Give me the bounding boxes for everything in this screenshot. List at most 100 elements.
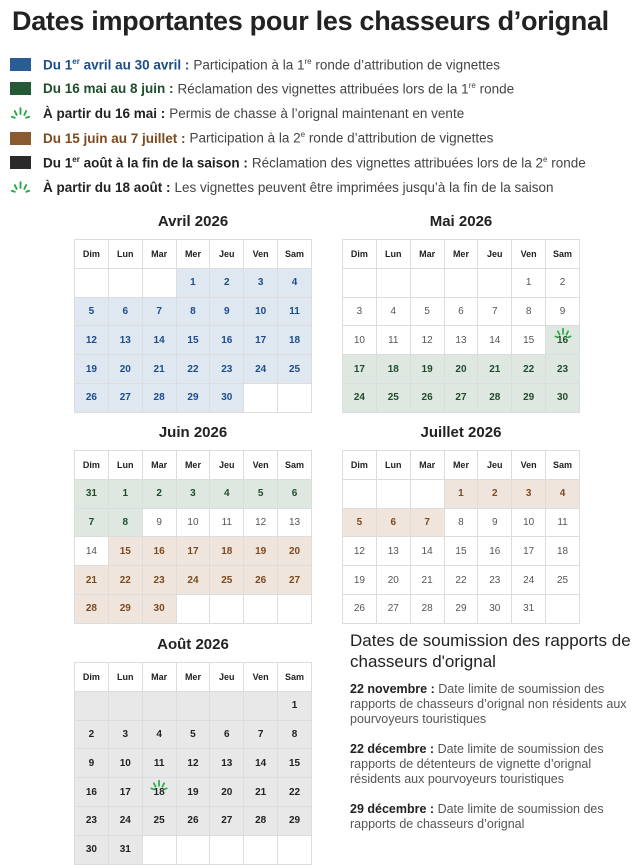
legend-date: À partir du 16 mai : bbox=[43, 105, 166, 121]
green-swatch-icon bbox=[10, 82, 31, 96]
calendar-day: 18 bbox=[277, 325, 312, 356]
calendar-day: 19 bbox=[243, 536, 279, 567]
calendar-day: 21 bbox=[141, 354, 177, 384]
calendar-day: 16 bbox=[209, 325, 245, 356]
weekday-header: Lun bbox=[375, 450, 411, 480]
calendar-day: 3 bbox=[175, 478, 211, 509]
calendar-empty-cell bbox=[141, 834, 177, 865]
calendar-grid: Dim Lun Mar Mer Jeu Ven Sam 1 2 3 4 5 6 7 8 9 10 11 12 13 14… bbox=[342, 239, 580, 413]
blue-swatch-icon bbox=[10, 57, 31, 71]
calendar-day: 11 bbox=[209, 507, 245, 538]
weekday-header: Mer bbox=[443, 239, 479, 269]
calendar-grid: Dim Lun Mar Mer Jeu Ven Sam 1 2 3 4 5 6 7 8 9 10 11 12 13 14… bbox=[74, 239, 312, 413]
calendar-day: 9 bbox=[545, 296, 580, 327]
calendar-day: 17 bbox=[243, 325, 279, 356]
calendar-empty-cell bbox=[175, 834, 211, 865]
weekday-header: Sam bbox=[277, 662, 312, 692]
calendar-day: 29 bbox=[277, 805, 312, 836]
calendar-may: Mai 2026 Dim Lun Mar Mer Jeu Ven Sam 1 2 3 4 5 6 7 8 9 10… bbox=[342, 213, 580, 413]
weekday-header: Jeu bbox=[477, 239, 513, 269]
calendar-empty-cell bbox=[141, 267, 177, 298]
calendar-day: 9 bbox=[477, 507, 513, 538]
calendar-day: 25 bbox=[277, 354, 312, 384]
calendar-day: 4 bbox=[209, 478, 245, 509]
calendar-day: 17 bbox=[511, 536, 547, 567]
weekday-header: Mar bbox=[409, 450, 445, 480]
calendar-day: 30 bbox=[209, 382, 245, 413]
calendar-day: 8 bbox=[107, 507, 143, 538]
calendar-day: 9 bbox=[209, 296, 245, 327]
calendar-day: 1 bbox=[443, 478, 479, 509]
calendar-day: 21 bbox=[74, 565, 109, 595]
calendar-day: 25 bbox=[141, 805, 177, 836]
calendar-day: 2 bbox=[545, 267, 580, 298]
calendar-day: 5 bbox=[175, 719, 211, 750]
month-title: Avril 2026 bbox=[157, 213, 229, 230]
calendar-empty-cell bbox=[409, 267, 445, 298]
calendar-day: 14 bbox=[477, 325, 513, 356]
calendar-day: 10 bbox=[175, 507, 211, 538]
calendar-day: 24 bbox=[342, 382, 377, 413]
weekday-header: Lun bbox=[375, 239, 411, 269]
calendar-day: 7 bbox=[141, 296, 177, 327]
month-title: Juillet 2026 bbox=[420, 424, 502, 441]
deadline-item: 22 novembre : Date limite de soumission … bbox=[350, 682, 640, 727]
calendar-day: 31 bbox=[511, 593, 547, 624]
legend-text: Participation à la 1re ronde d’attributi… bbox=[193, 56, 500, 73]
legend-item: Du 16 mai au 8 juin : Réclamation des vig… bbox=[10, 77, 586, 102]
legend-date: À partir du 18 août : bbox=[43, 179, 171, 195]
calendar-day: 17 bbox=[342, 354, 377, 384]
calendar-day: 23 bbox=[74, 805, 109, 836]
legend-text: Réclamation des vignettes attribuées lor… bbox=[177, 81, 515, 97]
weekday-header: Mar bbox=[141, 662, 177, 692]
calendar-august: Août 2026 Dim Lun Mar Mer Jeu Ven Sam 1 2 3 4 5 6 7 8 9 1… bbox=[74, 636, 312, 865]
calendar-day: 28 bbox=[141, 382, 177, 413]
weekday-header: Sam bbox=[277, 239, 312, 269]
calendar-day: 16 bbox=[477, 536, 513, 567]
deadline-text: Date limite de soumission des rapports d… bbox=[350, 802, 604, 831]
calendar-empty-cell bbox=[375, 267, 411, 298]
weekday-header: Ven bbox=[243, 450, 279, 480]
calendar-day: 8 bbox=[511, 296, 547, 327]
calendar-day: 11 bbox=[545, 507, 580, 538]
page-title: Dates importantes pour les chasseurs d’o… bbox=[12, 6, 609, 36]
calendar-day: 11 bbox=[277, 296, 312, 327]
calendar-empty-cell bbox=[209, 834, 245, 865]
calendar-day: 26 bbox=[243, 565, 279, 595]
calendar-day: 28 bbox=[477, 382, 513, 413]
calendar-day: 8 bbox=[443, 507, 479, 538]
calendar-day: 21 bbox=[409, 565, 445, 595]
calendar-day: 28 bbox=[74, 593, 109, 624]
calendar-empty-cell bbox=[74, 690, 109, 721]
weekday-header: Jeu bbox=[209, 239, 245, 269]
weekday-header: Dim bbox=[342, 239, 377, 269]
calendar-day: 25 bbox=[209, 565, 245, 595]
calendar-day: 26 bbox=[342, 593, 377, 624]
calendar-day: 23 bbox=[477, 565, 513, 595]
calendar-day: 19 bbox=[409, 354, 445, 384]
deadline-date: 22 novembre : bbox=[350, 682, 435, 696]
calendar-day: 23 bbox=[545, 354, 580, 384]
legend: Du 1er avril au 30 avril : Participation … bbox=[10, 52, 586, 200]
calendar-empty-cell bbox=[243, 593, 279, 624]
deadline-item: 22 décembre : Date limite de soumission … bbox=[350, 742, 640, 787]
calendar-day: 20 bbox=[209, 777, 245, 807]
calendar-day: 22 bbox=[107, 565, 143, 595]
calendar-day: 19 bbox=[74, 354, 109, 384]
calendar-day: 21 bbox=[477, 354, 513, 384]
calendar-day: 18 bbox=[375, 354, 411, 384]
calendar-day: 6 bbox=[375, 507, 411, 538]
calendar-day: 10 bbox=[243, 296, 279, 327]
calendar-day: 5 bbox=[409, 296, 445, 327]
calendar-day: 20 bbox=[277, 536, 312, 567]
calendar-day: 13 bbox=[277, 507, 312, 538]
calendar-day: 13 bbox=[209, 748, 245, 779]
calendar-day: 29 bbox=[511, 382, 547, 413]
sparkle-icon bbox=[10, 106, 31, 120]
calendar-day: 31 bbox=[107, 834, 143, 865]
calendar-day: 12 bbox=[74, 325, 109, 356]
calendar-day: 12 bbox=[243, 507, 279, 538]
calendar-empty-cell bbox=[243, 690, 279, 721]
calendar-empty-cell bbox=[243, 834, 279, 865]
calendar-empty-cell bbox=[477, 267, 513, 298]
